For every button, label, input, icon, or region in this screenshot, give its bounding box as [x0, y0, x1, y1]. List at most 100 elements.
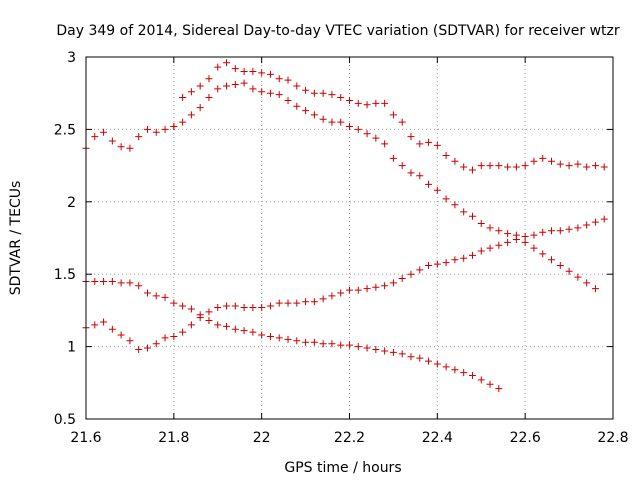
data-point	[240, 304, 248, 312]
data-point	[460, 369, 468, 377]
data-point	[468, 166, 476, 174]
data-point	[389, 154, 397, 162]
data-point	[108, 137, 116, 145]
data-point	[468, 372, 476, 380]
data-point	[143, 344, 151, 352]
data-point	[205, 94, 213, 102]
data-point	[363, 101, 371, 109]
data-point	[161, 334, 169, 342]
data-points	[82, 59, 608, 393]
data-point	[460, 163, 468, 171]
data-point	[398, 350, 406, 358]
data-point	[530, 231, 538, 239]
data-point	[363, 130, 371, 138]
data-point	[477, 376, 485, 384]
data-point	[460, 208, 468, 216]
data-point	[521, 162, 529, 170]
data-point	[266, 89, 274, 97]
data-point	[556, 160, 564, 168]
data-point	[223, 302, 231, 310]
data-point	[433, 186, 441, 194]
data-point	[240, 79, 248, 87]
data-point	[293, 82, 301, 90]
data-point	[249, 67, 257, 75]
series-upper-track	[82, 59, 608, 174]
data-point	[583, 279, 591, 287]
data-point	[319, 295, 327, 303]
data-point	[565, 267, 573, 275]
data-point	[91, 321, 99, 329]
data-point	[433, 141, 441, 149]
y-axis-label: SDTVAR / TECUs	[8, 181, 24, 296]
data-point	[407, 133, 415, 141]
data-point	[354, 343, 362, 351]
data-point	[442, 151, 450, 159]
data-point	[231, 65, 239, 73]
data-point	[389, 279, 397, 287]
data-point	[442, 259, 450, 267]
data-point	[187, 305, 195, 313]
data-point	[310, 338, 318, 346]
data-point	[152, 292, 160, 300]
data-point	[477, 162, 485, 170]
data-point	[214, 63, 222, 71]
data-point	[319, 340, 327, 348]
data-point	[249, 328, 257, 336]
data-point	[258, 331, 266, 339]
data-point	[117, 279, 125, 287]
data-point	[266, 302, 274, 310]
data-point	[591, 218, 599, 226]
data-point	[556, 227, 564, 235]
data-point	[310, 298, 318, 306]
x-tick-label: 22	[253, 430, 271, 446]
data-point	[143, 289, 151, 297]
data-point	[565, 225, 573, 233]
data-point	[231, 81, 239, 89]
data-point	[416, 266, 424, 274]
data-point	[346, 341, 353, 349]
y-tick-label: 2	[67, 195, 76, 211]
data-point	[398, 275, 406, 283]
data-point	[170, 299, 178, 307]
data-point	[319, 89, 327, 97]
data-point	[161, 125, 169, 133]
data-point	[451, 366, 459, 374]
data-point	[284, 76, 292, 84]
data-point	[319, 115, 327, 123]
data-point	[539, 228, 547, 236]
data-point	[548, 256, 556, 264]
data-point	[302, 298, 310, 306]
axis-ticks: 0.5 1 1.5 2 2.5 3 21.6 21.8 22 22.2 22.4 22.6 22.8	[54, 50, 629, 446]
data-point	[284, 335, 292, 343]
data-point	[187, 321, 195, 329]
data-point	[433, 260, 441, 268]
data-point	[486, 162, 494, 170]
data-point	[205, 75, 213, 83]
data-point	[495, 162, 503, 170]
data-point	[512, 163, 520, 171]
data-point	[152, 128, 160, 136]
data-point	[477, 220, 485, 228]
data-point	[548, 227, 556, 235]
data-point	[530, 244, 538, 252]
data-point	[363, 344, 371, 352]
data-point	[495, 241, 503, 249]
data-point	[135, 282, 143, 290]
data-point	[170, 123, 178, 131]
data-point	[293, 299, 301, 307]
data-point	[214, 304, 222, 312]
data-point	[152, 340, 160, 348]
data-point	[293, 337, 301, 345]
data-point	[91, 277, 99, 285]
data-point	[407, 353, 415, 361]
data-point	[170, 332, 178, 340]
data-point	[117, 143, 125, 151]
data-point	[451, 157, 459, 165]
data-point	[302, 86, 310, 94]
data-point	[591, 285, 599, 293]
data-point	[100, 318, 108, 326]
data-point	[126, 337, 134, 345]
x-axis-label: GPS time / hours	[284, 460, 401, 476]
data-point	[223, 82, 231, 90]
data-point	[223, 59, 231, 67]
